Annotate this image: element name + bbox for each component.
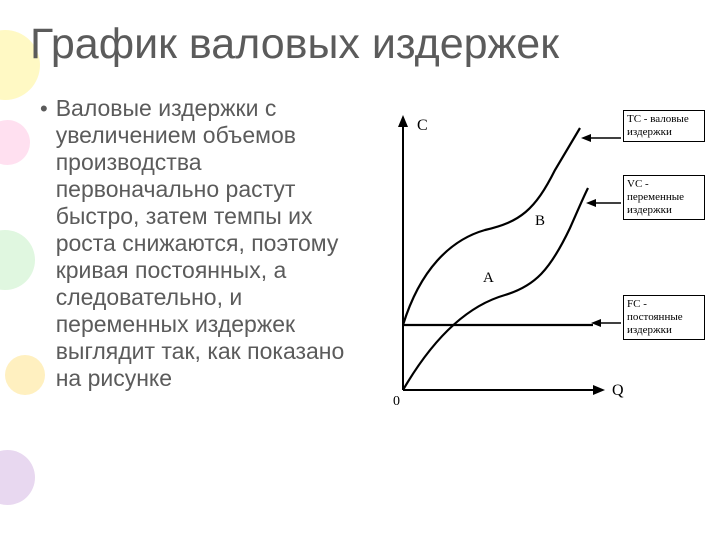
- cost-curves-chart: C Q 0 А B TC - валовые издержки VC - пер…: [375, 95, 705, 425]
- point-a-label: А: [483, 270, 494, 286]
- tc-arrow-head: [581, 134, 591, 142]
- deco-circle: [5, 355, 45, 395]
- origin-label: 0: [393, 394, 400, 409]
- point-b-label: B: [535, 213, 545, 229]
- x-axis-label: Q: [612, 382, 624, 399]
- y-axis-label: C: [417, 117, 428, 134]
- bullet-marker: •: [40, 95, 48, 123]
- bullet-text: Валовые издержки с увеличением объемов п…: [56, 95, 360, 392]
- vc-arrow-head: [586, 199, 596, 207]
- legend-vc: VC - переменные издержки: [623, 175, 705, 220]
- bullet-block: • Валовые издержки с увеличением объемов…: [40, 95, 360, 392]
- deco-circle: [0, 230, 35, 290]
- legend-fc: FC - постоянные издержки: [623, 295, 705, 340]
- y-axis-arrow: [398, 115, 408, 127]
- legend-tc: TC - валовые издержки: [623, 110, 705, 142]
- deco-circle: [0, 450, 35, 505]
- x-axis-arrow: [593, 385, 605, 395]
- slide-title: График валовых издержек: [30, 20, 690, 69]
- deco-circle: [0, 120, 30, 165]
- vc-curve: [403, 188, 588, 390]
- tc-curve: [403, 128, 580, 325]
